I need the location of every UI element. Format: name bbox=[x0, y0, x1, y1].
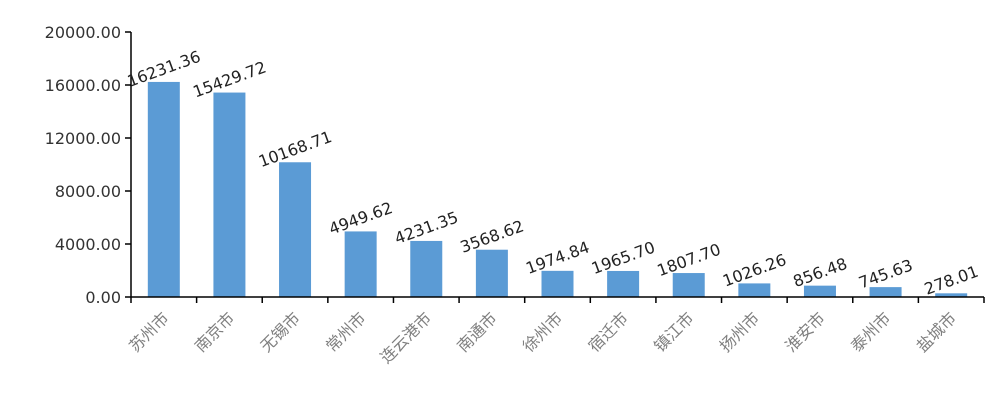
x-tick-label: 徐州市 bbox=[519, 308, 566, 355]
bar bbox=[279, 162, 312, 297]
y-tick-label: 4000.00 bbox=[55, 235, 121, 254]
bar bbox=[607, 270, 640, 297]
y-axis: 0.00 4000.00 8000.00 12000.00 16000.00 20000.… bbox=[45, 23, 132, 307]
x-tick-label: 苏州市 bbox=[125, 308, 172, 355]
bar bbox=[475, 249, 508, 297]
bar bbox=[344, 231, 377, 297]
bar bbox=[803, 285, 836, 297]
x-tick-label: 南京市 bbox=[191, 308, 238, 355]
y-tick-label: 0.00 bbox=[85, 288, 121, 307]
x-tick-label: 连云港市 bbox=[376, 308, 435, 367]
y-tick-label: 12000.00 bbox=[45, 129, 121, 148]
bar bbox=[672, 273, 705, 297]
bar bbox=[147, 81, 180, 297]
y-tick-label: 8000.00 bbox=[55, 182, 121, 201]
x-tick-label: 盐城市 bbox=[913, 308, 960, 355]
x-tick-label: 南通市 bbox=[453, 308, 500, 355]
bar bbox=[213, 92, 246, 297]
x-axis: 苏州市 南京市 无锡市 常州市 连云港市 南通市 徐州市 宿迁市 镇江市 扬州市 淮安市 泰州市 盐城市 bbox=[125, 296, 985, 367]
x-tick-label: 镇江市 bbox=[650, 308, 697, 355]
x-tick-label: 扬州市 bbox=[716, 308, 763, 355]
y-tick-label: 16000.00 bbox=[45, 76, 121, 95]
bars bbox=[147, 81, 968, 297]
bar bbox=[738, 283, 771, 297]
data-labels: 16231.3615429.7210168.714949.624231.3535… bbox=[125, 47, 981, 299]
x-tick-label: 泰州市 bbox=[847, 308, 894, 355]
data-label: 856.48 bbox=[791, 254, 850, 291]
bar bbox=[541, 270, 574, 297]
x-tick-label: 常州市 bbox=[322, 308, 369, 355]
y-tick-label: 20000.00 bbox=[45, 23, 121, 42]
bar bbox=[935, 293, 968, 297]
bar bbox=[869, 287, 902, 297]
bar bbox=[410, 240, 443, 297]
data-label: 278.01 bbox=[922, 262, 981, 299]
data-label: 745.63 bbox=[856, 255, 915, 292]
x-tick-label: 无锡市 bbox=[256, 308, 303, 355]
x-tick-label: 淮安市 bbox=[781, 308, 828, 355]
x-tick-label: 宿迁市 bbox=[585, 308, 632, 355]
